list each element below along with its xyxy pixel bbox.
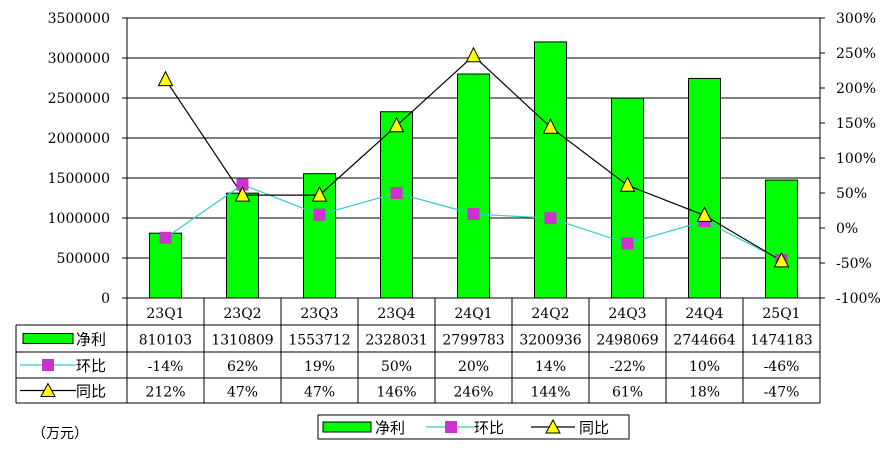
bar-24Q1 — [457, 73, 490, 299]
x-tick-label: 24Q2 — [531, 306, 569, 322]
point-环比-23Q4 — [390, 187, 403, 199]
legend-key-净利 — [322, 421, 372, 433]
table-cell: 2744664 — [673, 333, 735, 349]
x-tick-label: 24Q3 — [608, 306, 646, 322]
y-right-tick-label: 200% — [836, 81, 876, 97]
y-left-tick-label: 2500000 — [48, 91, 110, 107]
y-left-tick-label: 500000 — [57, 251, 110, 267]
legend: 净利 环比 同比 — [317, 414, 630, 440]
point-环比-24Q1 — [467, 208, 480, 220]
y-right-tick-label: 50% — [836, 186, 867, 202]
point-同比-23Q4 — [388, 116, 405, 133]
bar-24Q2 — [534, 41, 567, 299]
y-right-tick-label: 150% — [836, 116, 876, 132]
table-key-同比 — [40, 382, 56, 397]
x-tick-label: 23Q4 — [377, 306, 415, 322]
bar-23Q2 — [226, 192, 259, 299]
table-cell: 18% — [689, 385, 720, 401]
table-cell: 246% — [453, 385, 493, 401]
table-cell: 3200936 — [519, 333, 581, 349]
table-cell: 810103 — [139, 333, 192, 349]
bar-24Q4 — [688, 77, 721, 299]
table-cell: 20% — [458, 359, 489, 375]
table-key-净利 — [22, 333, 74, 344]
bar-25Q1 — [765, 179, 798, 299]
y-right-tick-label: 100% — [836, 151, 876, 167]
table-cell: 2799783 — [442, 333, 504, 349]
legend-label: 环比 — [474, 419, 504, 437]
table-cell: -22% — [610, 359, 646, 375]
point-同比-23Q3 — [311, 185, 328, 202]
bar-24Q3 — [611, 97, 644, 299]
data-table: 23Q1 23Q2 23Q3 23Q4 24Q1 24Q2 24Q3 24Q4 25Q1 净利 81… — [15, 297, 821, 404]
y-left-tick-label: 1500000 — [48, 171, 110, 187]
x-tick-label: 23Q3 — [300, 306, 338, 322]
table-cell: 146% — [376, 385, 416, 401]
table-cell: 62% — [227, 359, 258, 375]
table-row-label: 净利 — [76, 331, 106, 349]
legend-key-环比 — [445, 421, 457, 433]
legend-label: 同比 — [579, 419, 609, 437]
point-同比-24Q4 — [696, 206, 713, 222]
table-cell: 61% — [612, 385, 643, 401]
table-cell: 19% — [304, 359, 335, 375]
y-left-tick-label: 3500000 — [48, 11, 110, 27]
x-tick-label: 23Q1 — [146, 306, 184, 322]
point-同比-24Q2 — [542, 118, 559, 134]
series-markers — [157, 46, 790, 268]
table-cell: 1474183 — [750, 333, 812, 349]
table-cell: 2328031 — [365, 333, 427, 349]
table-cell: 47% — [304, 385, 335, 401]
y-left-tick-label: 3000000 — [48, 51, 110, 67]
point-同比-24Q1 — [465, 46, 482, 63]
legend-label: 净利 — [375, 419, 405, 437]
x-tick-label: 25Q1 — [762, 306, 800, 322]
table-cell: 50% — [381, 359, 412, 375]
table-cell: 47% — [227, 385, 258, 401]
point-同比-23Q1 — [157, 70, 174, 87]
y-right-tick-label: 250% — [836, 46, 876, 62]
x-tick-label: 24Q4 — [685, 306, 723, 322]
table-key-环比 — [42, 359, 54, 371]
table-cell: 1310809 — [211, 333, 273, 349]
table-cell: -14% — [148, 359, 184, 375]
table-row-label: 同比 — [76, 383, 106, 401]
x-tick-label: 24Q1 — [454, 306, 492, 322]
point-环比-24Q3 — [621, 237, 634, 250]
unit-label: （万元） — [32, 426, 88, 442]
table-cell: 212% — [145, 385, 185, 401]
table-cell: 14% — [535, 359, 566, 375]
point-同比-25Q1 — [773, 251, 790, 268]
table-cell: 1553712 — [288, 333, 350, 349]
table-cell: 2498069 — [596, 333, 658, 349]
y-left-tick-label: 1000000 — [48, 211, 110, 227]
legend-key-同比 — [545, 418, 561, 434]
axes: 0 500000 1000000 1500000 2000000 2500000 30000… — [48, 11, 881, 307]
table-cell: 10% — [689, 359, 720, 375]
point-环比-23Q1 — [159, 231, 172, 244]
table-cell: -46% — [764, 359, 800, 375]
table-cell: 144% — [530, 385, 570, 401]
table-row-label: 环比 — [76, 357, 106, 375]
point-环比-24Q2 — [544, 212, 557, 225]
y-right-tick-label: 0% — [836, 221, 858, 237]
y-left-tick-label: 0 — [101, 291, 110, 307]
bars — [149, 41, 798, 299]
point-同比-23Q2 — [234, 185, 251, 202]
y-right-tick-label: 300% — [836, 11, 876, 27]
bar-23Q4 — [380, 111, 413, 299]
y-left-tick-label: 2000000 — [48, 131, 110, 147]
point-环比-23Q3 — [313, 208, 326, 221]
y-right-tick-label: -50% — [836, 256, 872, 272]
y-right-tick-label: -100% — [836, 291, 881, 307]
table-cell: -47% — [764, 385, 800, 401]
point-环比-23Q2 — [236, 178, 249, 191]
x-tick-label: 23Q2 — [223, 306, 261, 322]
point-同比-24Q3 — [619, 176, 636, 192]
